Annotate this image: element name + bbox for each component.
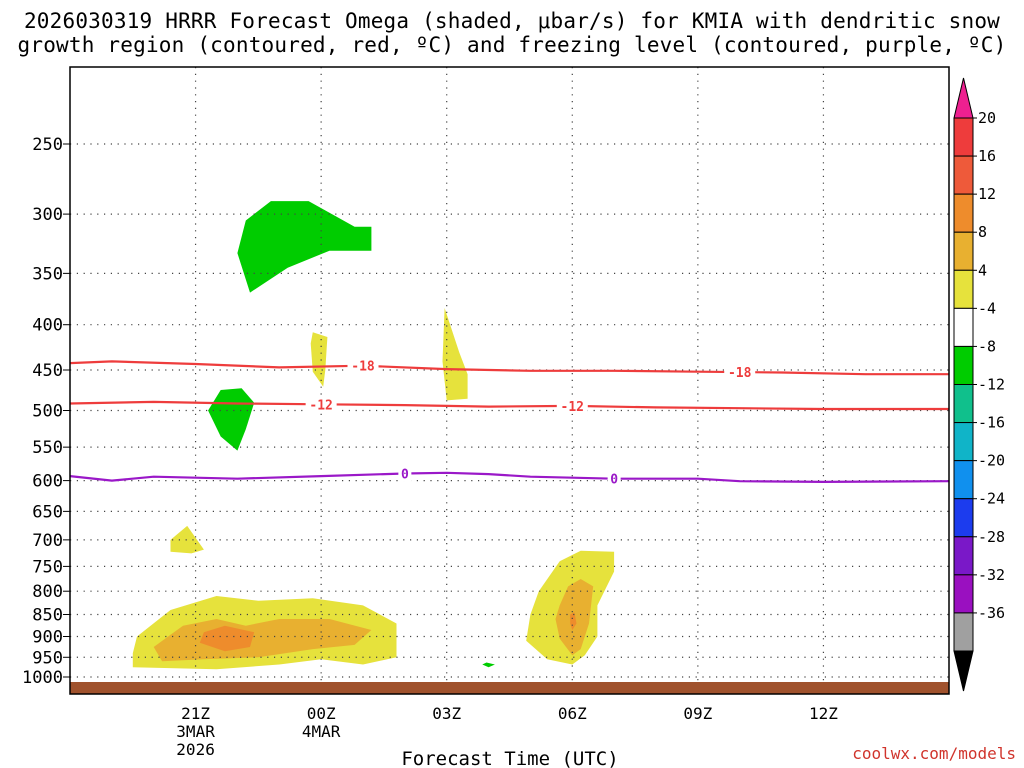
plot-frame <box>69 66 950 695</box>
colorbar-swatch-7 <box>953 384 974 424</box>
colorbar-swatch-2 <box>953 193 974 233</box>
contour-label-bg-2-0 <box>398 465 412 482</box>
y-tick-label-550: 550 <box>32 438 63 458</box>
x-tick-label-1: 00Z <box>307 704 336 723</box>
y-tick-label-400: 400 <box>32 316 63 336</box>
colorbar-label-11: -28 <box>978 528 1005 546</box>
omega-region-4 <box>442 308 468 401</box>
omega-region-3 <box>310 332 328 387</box>
y-tick-label-1000: 1000 <box>22 668 63 688</box>
y-tick-label-500: 500 <box>32 402 63 422</box>
colorbar-swatch-11 <box>953 536 974 576</box>
colorbar-swatch-5 <box>953 307 974 347</box>
colorbar-bottom-arrow <box>953 650 974 692</box>
y-tick-label-650: 650 <box>32 502 63 522</box>
omega-region-0 <box>237 201 372 293</box>
colorbar-label-6: -8 <box>978 337 996 355</box>
omega-region-1 <box>208 388 255 451</box>
contour-label-1-1: -12 <box>561 400 584 415</box>
x-tick-label-5: 12Z <box>809 704 838 723</box>
chart-title-line-1: 2026030319 HRRR Forecast Omega (shaded, … <box>23 9 1001 33</box>
x-tick-label-2: 03Z <box>432 704 461 723</box>
colorbar-label-4: 4 <box>978 261 987 279</box>
colorbar-label-7: -12 <box>978 376 1005 394</box>
colorbar-swatch-8 <box>953 422 974 462</box>
contour-label-1-0: -12 <box>309 398 332 413</box>
x-tick-year-0: 2026 <box>176 740 215 759</box>
colorbar-swatch-3 <box>953 231 974 271</box>
contour-label-bg-1-1 <box>556 397 588 414</box>
colorbar-swatch-12 <box>953 574 974 614</box>
y-tick-label-800: 800 <box>32 582 63 602</box>
ground-strip <box>70 682 949 694</box>
colorbar-label-9: -20 <box>978 452 1005 470</box>
colorbar-label-0: 20 <box>978 109 996 127</box>
contour-label-bg-2-1 <box>607 470 621 487</box>
colorbar-label-12: -32 <box>978 566 1005 584</box>
contour-line-1 <box>69 400 949 411</box>
y-tick-label-350: 350 <box>32 264 63 284</box>
contour-label-0-0: -18 <box>351 360 375 375</box>
omega-region-8 <box>199 625 255 652</box>
contour-label-2-0: 0 <box>401 467 409 482</box>
x-tick-label-0: 21Z <box>181 704 210 723</box>
x-tick-sublabel-1: 4MAR <box>302 722 341 741</box>
y-tick-label-750: 750 <box>32 557 63 577</box>
source-credit[interactable]: coolwx.com/models <box>852 744 1016 763</box>
colorbar-label-2: 12 <box>978 185 996 203</box>
colorbar-swatch-9 <box>953 460 974 500</box>
contour-label-bg-0-0 <box>347 357 379 374</box>
colorbar-swatch-4 <box>953 269 974 309</box>
y-tick-label-250: 250 <box>32 135 63 155</box>
x-axis-label: Forecast Time (UTC) <box>401 748 618 768</box>
contour-line-2 <box>69 471 950 484</box>
colorbar-swatch-13 <box>953 612 974 652</box>
y-tick-label-900: 900 <box>32 627 63 647</box>
omega-region-7 <box>153 619 372 662</box>
contour-label-0-1: -18 <box>728 366 752 381</box>
contour-label-2-1: 0 <box>610 473 618 488</box>
colorbar-swatch-0 <box>953 117 974 157</box>
colorbar-label-10: -24 <box>978 490 1005 508</box>
colorbar-swatch-1 <box>953 155 974 195</box>
y-tick-label-600: 600 <box>32 472 63 492</box>
y-tick-label-450: 450 <box>32 361 63 381</box>
x-tick-sublabel-0: 3MAR <box>176 722 215 741</box>
chart-title-line-2: growth region (contoured, red, ºC) and f… <box>17 33 1007 57</box>
x-tick-label-4: 09Z <box>683 704 712 723</box>
colorbar-swatch-6 <box>953 345 974 385</box>
y-tick-label-700: 700 <box>32 531 63 551</box>
colorbar-label-5: -4 <box>978 299 996 317</box>
y-tick-label-300: 300 <box>32 205 63 225</box>
omega-region-5 <box>170 525 204 554</box>
colorbar-top-arrow <box>953 77 974 119</box>
x-tick-label-3: 06Z <box>558 704 587 723</box>
colorbar-label-13: -36 <box>978 604 1005 622</box>
contour-label-bg-0-1 <box>724 364 756 381</box>
omega-region-2 <box>482 662 495 668</box>
colorbar-label-8: -16 <box>978 414 1005 432</box>
y-tick-label-950: 950 <box>32 648 63 668</box>
y-tick-label-850: 850 <box>32 606 63 626</box>
colorbar-label-1: 16 <box>978 147 996 165</box>
colorbar-label-3: 8 <box>978 223 987 241</box>
contour-line-0 <box>69 360 949 376</box>
colorbar-swatch-10 <box>953 498 974 538</box>
contour-label-bg-1-0 <box>305 396 337 413</box>
